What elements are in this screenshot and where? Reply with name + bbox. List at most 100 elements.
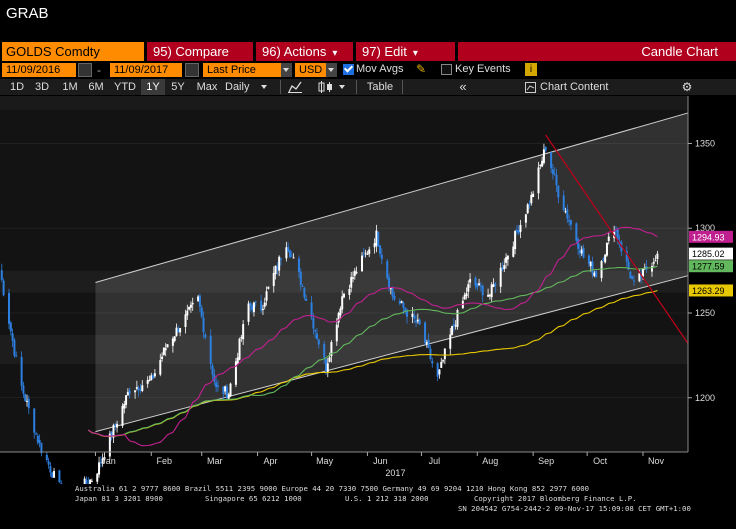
chevron-down-icon[interactable] xyxy=(281,63,292,77)
candle-body xyxy=(654,260,657,262)
candle-body xyxy=(562,195,565,211)
candle-body xyxy=(297,258,300,272)
x-tick-label: Oct xyxy=(593,456,608,466)
candle-body xyxy=(225,386,228,399)
end-date-input[interactable]: 11/09/2017 xyxy=(110,63,182,77)
actions-button[interactable]: 96) Actions ▾ xyxy=(256,42,353,61)
candle-body xyxy=(479,285,482,287)
compare-label: Compare xyxy=(175,44,229,59)
period-1y[interactable]: 1Y xyxy=(141,79,165,95)
candle-body xyxy=(625,250,628,262)
candle-body xyxy=(45,454,48,461)
candle-body xyxy=(487,294,490,297)
chevron-down-icon[interactable] xyxy=(259,80,270,94)
candle-icon[interactable] xyxy=(318,81,334,93)
candle-body xyxy=(184,314,187,328)
candle-body xyxy=(198,295,201,307)
y-tick-label: 1200 xyxy=(695,393,715,403)
candle-body xyxy=(478,283,481,286)
price-field-select[interactable]: Last Price xyxy=(203,63,286,77)
candle-body xyxy=(564,211,567,213)
downtrend-line xyxy=(545,134,689,344)
candle-body xyxy=(544,147,547,151)
line-chart-icon[interactable] xyxy=(288,81,302,93)
y-axis: 1200 1250 1300 1350 xyxy=(687,96,715,452)
calendar-icon[interactable] xyxy=(78,63,92,77)
period-6m[interactable]: 6M xyxy=(88,81,104,93)
frequency-select[interactable]: Daily xyxy=(225,81,250,93)
candle-body xyxy=(197,296,200,301)
start-date-input[interactable]: 11/09/2016 xyxy=(2,63,76,77)
candle-body xyxy=(519,224,522,232)
mov-avgs-checkbox[interactable] xyxy=(343,64,354,75)
candle-chart[interactable]: 1200 1250 1300 1350 Jan Feb Mar Apr May Jun Jul Au… xyxy=(0,96,736,484)
candle-body xyxy=(254,301,257,303)
candle-body xyxy=(343,293,345,298)
candle-body xyxy=(159,360,162,375)
table-button[interactable]: Table xyxy=(366,81,394,93)
candle-body xyxy=(263,302,266,307)
candle-body xyxy=(11,333,14,341)
candle-body xyxy=(398,300,401,304)
edit-button[interactable]: 97) Edit ▾ xyxy=(356,42,455,61)
gear-icon[interactable]: ⚙ xyxy=(681,80,693,94)
candle-body xyxy=(537,167,540,194)
candle-body xyxy=(501,267,504,270)
period-1m[interactable]: 1M xyxy=(62,81,78,93)
candle-body xyxy=(406,310,409,317)
candle-body xyxy=(326,363,329,372)
info-icon[interactable]: i xyxy=(525,63,537,76)
candle-body xyxy=(110,431,113,438)
candle-body xyxy=(526,204,529,214)
candle-body xyxy=(278,256,281,271)
candle-body xyxy=(490,284,493,298)
candle-body xyxy=(380,254,383,260)
candle-body xyxy=(467,284,470,292)
candle-body xyxy=(413,315,416,319)
key-events-checkbox[interactable] xyxy=(441,64,452,75)
candle-body xyxy=(9,322,12,332)
currency-select[interactable]: USD xyxy=(295,63,331,77)
candle-body xyxy=(632,280,635,282)
candle-body xyxy=(153,373,156,377)
candle-body xyxy=(379,245,382,254)
footer-contacts-us: U.S. 1 212 318 2000 xyxy=(345,494,429,503)
candle-body xyxy=(492,284,495,287)
period-max[interactable]: Max xyxy=(196,81,218,93)
chevron-down-icon[interactable] xyxy=(326,63,337,77)
candle-body xyxy=(528,204,531,206)
ticker-field[interactable]: GOLDS Comdty xyxy=(2,42,144,61)
candle-body xyxy=(128,390,131,394)
candle-body xyxy=(512,246,515,257)
candle-body xyxy=(352,277,355,279)
candle-body xyxy=(415,320,418,323)
candle-body xyxy=(337,313,340,323)
candle-body xyxy=(135,387,138,389)
candle-body xyxy=(173,336,176,341)
candle-body xyxy=(366,253,369,255)
x-tick-label: Jul xyxy=(429,456,441,466)
divider xyxy=(356,80,357,94)
collapse-icon[interactable]: « xyxy=(459,79,467,94)
candle-body xyxy=(652,262,655,264)
candle-body xyxy=(361,255,364,272)
candle-body xyxy=(580,249,583,254)
compare-button[interactable]: 95) Compare xyxy=(147,42,253,61)
candle-body xyxy=(186,310,189,316)
candle-body xyxy=(265,291,268,301)
period-5y[interactable]: 5Y xyxy=(171,81,185,93)
price-tag-label: 1277.59 xyxy=(692,262,725,272)
chevron-down-icon[interactable] xyxy=(337,80,348,94)
candle-body xyxy=(388,277,391,289)
mov-avgs-label: Mov Avgs xyxy=(356,63,404,75)
pencil-icon[interactable]: ✎ xyxy=(416,62,427,76)
period-ytd[interactable]: YTD xyxy=(114,81,136,93)
candle-body xyxy=(386,261,389,279)
period-3d[interactable]: 3D xyxy=(34,81,50,93)
candle-body xyxy=(627,261,630,270)
period-1d[interactable]: 1D xyxy=(9,81,25,93)
candle-body xyxy=(303,287,306,298)
calendar-icon[interactable] xyxy=(185,63,199,77)
chart-content-button[interactable]: Chart Content xyxy=(540,81,609,93)
moving-average-green xyxy=(87,265,658,437)
